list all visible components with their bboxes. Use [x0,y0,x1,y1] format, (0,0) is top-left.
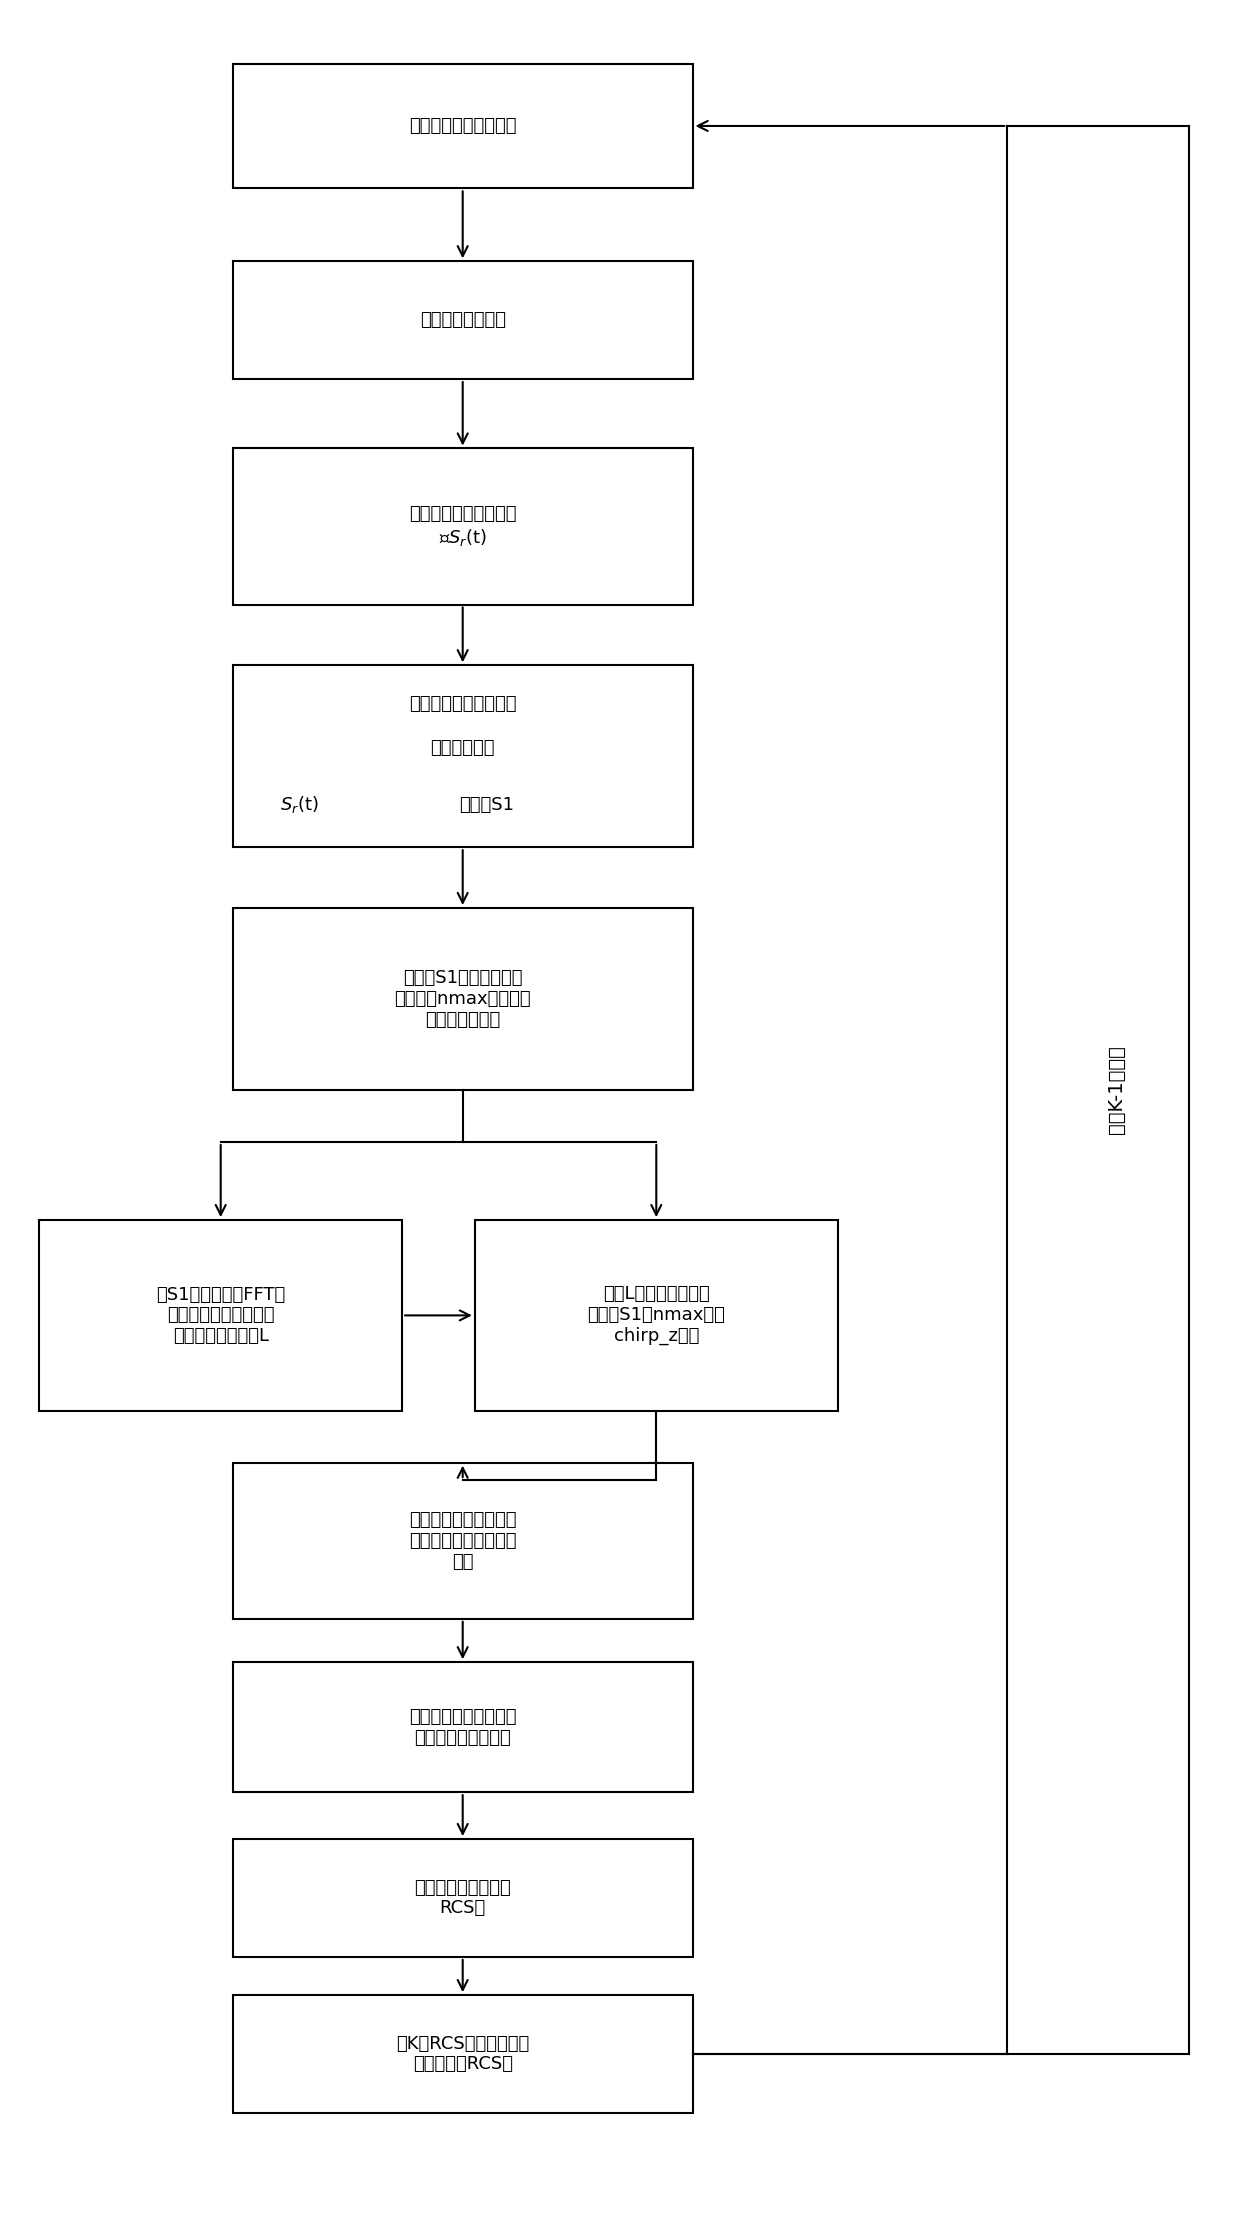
FancyBboxPatch shape [233,1839,693,1957]
Text: 对K次RCS值求平均，得
到测目标的RCS值: 对K次RCS值求平均，得 到测目标的RCS值 [396,2036,529,2074]
Text: 雷达接收回波信号: 雷达接收回波信号 [419,310,506,328]
FancyBboxPatch shape [233,1462,693,1618]
FancyBboxPatch shape [233,908,693,1089]
Text: 对回波信号进行处理得
到$S_r$(t): 对回波信号进行处理得 到$S_r$(t) [409,504,516,547]
Text: 做脉冲压缩得: 做脉冲压缩得 [430,739,495,757]
Text: 求得待测目标的一次
RCS值: 求得待测目标的一次 RCS值 [414,1879,511,1917]
FancyBboxPatch shape [233,1663,693,1792]
Text: 求矩阵S1最大值所在的
距离单元nmax，算出动
目标的精确距离: 求矩阵S1最大值所在的 距离单元nmax，算出动 目标的精确距离 [394,969,531,1029]
Text: 在微波暗室中，再次对
标准金属球进行测量: 在微波暗室中，再次对 标准金属球进行测量 [409,1707,516,1748]
Text: 到矩阵S1: 到矩阵S1 [459,797,515,815]
Text: 对S1的每一列做FFT，
并求变换后的最大值以
及最大值所在的行L: 对S1的每一列做FFT， 并求变换后的最大值以 及最大值所在的行L [156,1286,285,1346]
FancyBboxPatch shape [40,1221,402,1411]
FancyBboxPatch shape [233,1995,693,2114]
FancyBboxPatch shape [475,1221,838,1411]
Text: 用带时移的匹配函数对: 用带时移的匹配函数对 [409,694,516,714]
FancyBboxPatch shape [233,62,693,187]
Text: 根据L求出中频的大致
值，对S1的nmax列做
chirp_z变换: 根据L求出中频的大致 值，对S1的nmax列做 chirp_z变换 [588,1286,725,1346]
Text: 求出峰值电平即为电压
值，并对电压作归一化
处理: 求出峰值电平即为电压 值，并对电压作归一化 处理 [409,1511,516,1571]
FancyBboxPatch shape [233,261,693,379]
FancyBboxPatch shape [233,449,693,605]
FancyBboxPatch shape [233,665,693,848]
Text: $S_r$(t): $S_r$(t) [280,795,319,815]
Text: 重复K-1次操作: 重复K-1次操作 [1106,1045,1126,1134]
Text: 雷达发射线性调频信号: 雷达发射线性调频信号 [409,116,516,134]
